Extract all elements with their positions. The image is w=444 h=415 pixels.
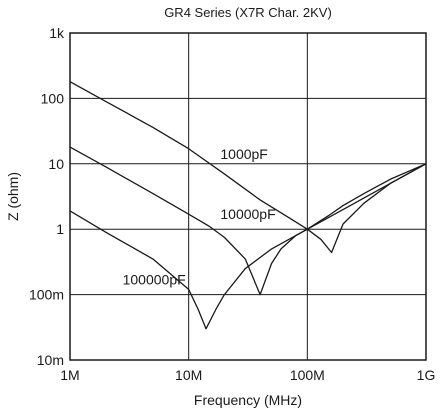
series-line-100000pF bbox=[69, 163, 427, 330]
y-tick-label: 1k bbox=[49, 25, 65, 41]
x-tick-label: 1G bbox=[417, 367, 436, 383]
x-tick-label: 100M bbox=[290, 367, 325, 383]
y-tick-label: 10 bbox=[48, 156, 64, 172]
plot-frame bbox=[69, 32, 427, 361]
series-line-10000pF bbox=[69, 146, 427, 296]
y-tick-label: 100m bbox=[29, 287, 64, 303]
series-line-1000pF bbox=[69, 81, 427, 230]
y-tick-label: 10m bbox=[37, 352, 64, 368]
series-annotation: 1000pF bbox=[220, 146, 267, 162]
y-tick-label: 1 bbox=[56, 221, 64, 237]
y-tick-label: 100 bbox=[41, 90, 65, 106]
x-tick-label: 1M bbox=[60, 367, 79, 383]
series-annotation: 10000pF bbox=[220, 206, 275, 222]
x-tick-label: 10M bbox=[175, 367, 202, 383]
chart-title: GR4 Series (X7R Char. 2KV) bbox=[164, 5, 332, 20]
y-axis-label: Z (ohm) bbox=[5, 172, 21, 221]
series-annotation: 100000pF bbox=[123, 272, 186, 288]
x-axis-label: Frequency (MHz) bbox=[194, 392, 302, 408]
